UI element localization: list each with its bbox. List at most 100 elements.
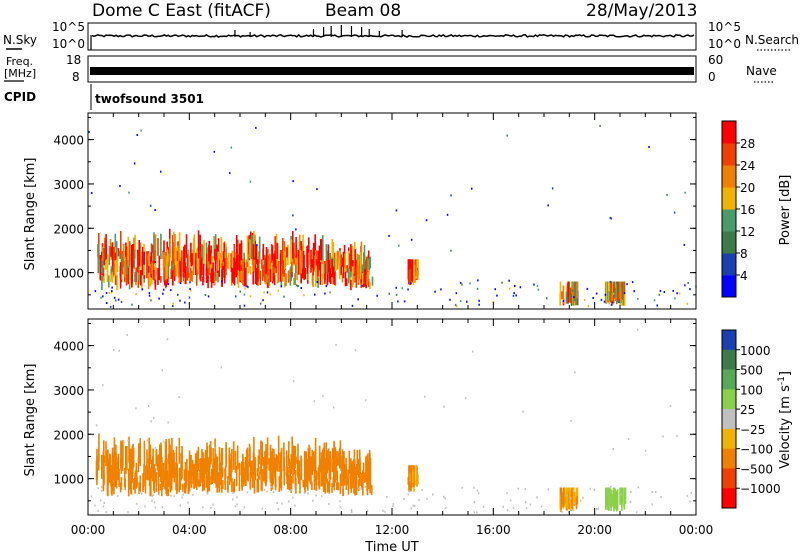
data-cell [614, 290, 617, 298]
data-cell [312, 451, 315, 470]
data-cell [139, 491, 141, 494]
data-cell [461, 486, 463, 489]
cpid-label: CPID [4, 90, 36, 104]
data-cell [199, 234, 201, 262]
data-cell [157, 461, 160, 486]
data-cell [424, 395, 426, 398]
data-cell [295, 284, 298, 287]
data-cell [250, 460, 252, 476]
data-cell [132, 244, 134, 260]
data-cell [97, 487, 99, 490]
data-cell [215, 478, 217, 488]
data-cell [395, 286, 397, 289]
data-cell [350, 244, 352, 272]
data-cell [233, 478, 236, 493]
data-cell [341, 460, 344, 476]
data-cell [611, 493, 614, 507]
data-cell [257, 455, 260, 472]
data-cell [537, 288, 540, 291]
data-cell [106, 263, 109, 282]
data-cell [276, 502, 278, 504]
data-cell [121, 251, 124, 262]
data-cell [174, 467, 177, 478]
data-cell [100, 486, 103, 488]
data-cell [112, 471, 115, 481]
data-cell [290, 239, 293, 262]
data-cell [417, 474, 419, 485]
data-cell [364, 485, 366, 488]
data-cell [227, 252, 230, 269]
freq-band [90, 67, 694, 75]
data-cell [178, 480, 181, 493]
data-cell [633, 290, 635, 293]
data-cell [167, 255, 169, 277]
data-cell [255, 245, 258, 264]
data-cell [600, 298, 603, 301]
data-cell [245, 464, 247, 486]
data-cell [179, 482, 182, 490]
data-cell [338, 250, 341, 280]
data-cell [325, 285, 328, 288]
data-cell [563, 487, 565, 506]
data-cell [269, 253, 271, 282]
data-cell [221, 448, 223, 470]
data-cell [109, 454, 111, 484]
data-cell [126, 246, 128, 266]
data-cell [358, 479, 360, 491]
data-cell [336, 258, 339, 270]
data-cell [290, 454, 292, 472]
data-cell [392, 503, 395, 506]
data-cell [224, 466, 227, 480]
data-cell [277, 435, 280, 464]
data-cell [604, 293, 607, 296]
data-cell [561, 291, 563, 299]
data-cell [172, 242, 174, 265]
data-cell [574, 371, 576, 374]
data-cell [471, 350, 474, 353]
data-cell [153, 270, 155, 281]
data-cell [135, 293, 137, 296]
data-cell [562, 285, 565, 304]
data-cell [367, 467, 370, 480]
data-cell [111, 479, 114, 487]
data-cell [264, 459, 266, 476]
data-cell [169, 458, 172, 480]
data-cell [177, 268, 180, 278]
data-cell [317, 250, 319, 263]
data-cell [236, 239, 239, 263]
data-cell [292, 242, 294, 259]
data-cell [566, 501, 569, 509]
data-cell [623, 494, 626, 510]
data-cell [275, 476, 277, 488]
data-cell [184, 462, 187, 471]
data-cell [129, 266, 131, 286]
data-cell [127, 236, 130, 266]
data-cell [395, 293, 398, 296]
data-cell [347, 469, 350, 478]
data-cell [210, 447, 212, 464]
data-cell [188, 481, 191, 492]
data-cell [324, 474, 327, 494]
data-cell [105, 302, 108, 304]
data-cell [574, 495, 576, 504]
data-cell [202, 452, 205, 470]
data-cell [329, 253, 331, 261]
data-cell [108, 463, 110, 483]
data-cell [609, 216, 612, 219]
data-cell [126, 274, 128, 285]
data-cell [450, 194, 452, 197]
data-cell [509, 499, 512, 502]
data-cell [206, 442, 208, 472]
colorbar-swatch [722, 448, 736, 469]
data-cell [559, 281, 562, 302]
data-cell [188, 450, 191, 478]
data-cell [128, 191, 130, 194]
data-cell [339, 440, 342, 469]
data-cell [307, 476, 309, 491]
data-cell [606, 281, 609, 301]
y-tick-label: 2000 [53, 222, 84, 236]
data-cell [131, 445, 134, 471]
data-cell [361, 265, 363, 280]
data-cell [609, 488, 612, 508]
data-cell [96, 463, 98, 486]
